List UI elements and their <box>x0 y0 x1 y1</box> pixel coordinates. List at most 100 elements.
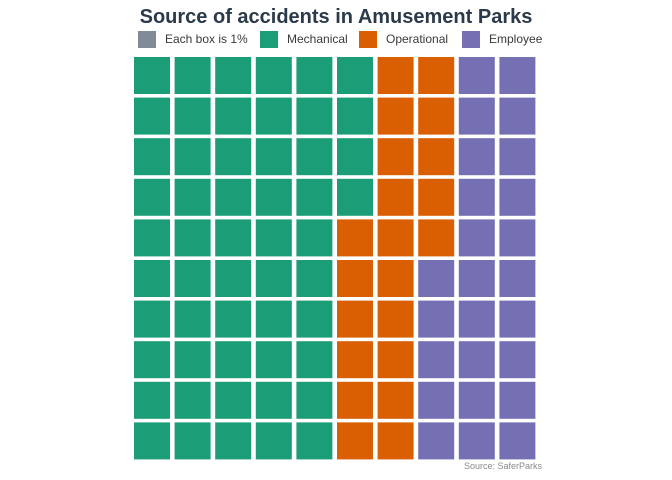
waffle-box-employee <box>418 300 455 338</box>
waffle-box-mechanical <box>255 381 292 419</box>
waffle-box-mechanical <box>255 422 292 460</box>
waffle-box-operational <box>377 219 414 257</box>
waffle-box-operational <box>418 219 455 257</box>
waffle-box-employee <box>499 57 536 94</box>
legend-swatch-unit <box>138 30 156 48</box>
legend-swatch-mechanical <box>260 30 278 48</box>
waffle-box-employee <box>499 300 536 338</box>
waffle-box-mechanical <box>296 381 333 419</box>
waffle-box-employee <box>418 260 455 297</box>
waffle-box-mechanical <box>134 341 170 379</box>
legend-item-employee: Employee <box>462 30 542 48</box>
waffle-box-operational <box>337 260 373 297</box>
waffle-box-employee <box>458 300 495 338</box>
waffle-box-mechanical <box>296 57 333 94</box>
waffle-box-mechanical <box>215 341 252 379</box>
waffle-box-operational <box>418 97 455 135</box>
waffle-box-mechanical <box>296 178 333 216</box>
waffle-box-employee <box>458 219 495 257</box>
legend-label-employee: Employee <box>489 32 543 46</box>
waffle-box-operational <box>377 178 414 216</box>
waffle-box-employee <box>458 97 495 135</box>
legend-swatch-employee <box>462 30 480 48</box>
waffle-box-operational <box>337 381 373 419</box>
waffle-box-mechanical <box>215 422 252 460</box>
waffle-box-employee <box>499 422 536 460</box>
waffle-box-mechanical <box>296 219 333 257</box>
waffle-box-mechanical <box>255 97 292 135</box>
waffle-box-employee <box>458 422 495 460</box>
waffle-box-mechanical <box>255 219 292 257</box>
waffle-box-mechanical <box>215 381 252 419</box>
waffle-box-mechanical <box>174 422 211 460</box>
waffle-box-mechanical <box>337 138 373 176</box>
waffle-box-mechanical <box>134 260 170 297</box>
waffle-box-mechanical <box>134 422 170 460</box>
waffle-box-mechanical <box>296 300 333 338</box>
waffle-box-mechanical <box>296 422 333 460</box>
legend-label-mechanical: Mechanical <box>287 32 348 46</box>
waffle-box-mechanical <box>174 341 211 379</box>
waffle-box-mechanical <box>215 260 252 297</box>
waffle-box-employee <box>499 219 536 257</box>
waffle-box-mechanical <box>255 138 292 176</box>
waffle-box-mechanical <box>296 138 333 176</box>
waffle-box-operational <box>337 300 373 338</box>
waffle-box-employee <box>499 260 536 297</box>
legend-item-operational: Operational <box>359 30 448 48</box>
waffle-box-mechanical <box>174 381 211 419</box>
waffle-box-mechanical <box>134 57 170 94</box>
waffle-box-mechanical <box>134 97 170 135</box>
waffle-box-operational <box>337 422 373 460</box>
waffle-box-mechanical <box>174 219 211 257</box>
waffle-box-employee <box>458 341 495 379</box>
waffle-box-operational <box>377 260 414 297</box>
legend: Each box is 1% Mechanical Operational Em… <box>0 30 672 50</box>
waffle-box-employee <box>499 178 536 216</box>
waffle-box-operational <box>377 300 414 338</box>
waffle-box-employee <box>458 57 495 94</box>
waffle-box-mechanical <box>134 300 170 338</box>
waffle-box-mechanical <box>255 57 292 94</box>
waffle-box-employee <box>458 178 495 216</box>
waffle-box-mechanical <box>296 97 333 135</box>
source-note: Source: SaferParks <box>463 461 542 471</box>
waffle-box-operational <box>377 341 414 379</box>
waffle-box-mechanical <box>174 97 211 135</box>
waffle-box-mechanical <box>337 97 373 135</box>
legend-label-operational: Operational <box>386 32 449 46</box>
waffle-box-operational <box>418 138 455 176</box>
waffle-box-operational <box>337 341 373 379</box>
waffle-box-mechanical <box>215 178 252 216</box>
waffle-box-mechanical <box>255 178 292 216</box>
waffle-box-mechanical <box>174 57 211 94</box>
chart-title: Source of accidents in Amusement Parks <box>139 6 533 28</box>
waffle-box-mechanical <box>174 260 211 297</box>
waffle-box-employee <box>499 97 536 135</box>
waffle-box-mechanical <box>215 219 252 257</box>
waffle-box-mechanical <box>174 178 211 216</box>
waffle-box-employee <box>499 381 536 419</box>
waffle-box-employee <box>499 138 536 176</box>
waffle-box-mechanical <box>134 138 170 176</box>
waffle-box-operational <box>418 57 455 94</box>
legend-label-unit: Each box is 1% <box>165 32 248 46</box>
waffle-box-mechanical <box>215 57 252 94</box>
waffle-box-operational <box>377 97 414 135</box>
legend-swatch-operational <box>359 30 377 48</box>
waffle-box-mechanical <box>174 138 211 176</box>
waffle-box-mechanical <box>337 57 373 94</box>
waffle-box-mechanical <box>174 300 211 338</box>
waffle-box-mechanical <box>134 381 170 419</box>
waffle-box-mechanical <box>255 260 292 297</box>
waffle-box-mechanical <box>215 300 252 338</box>
waffle-box-mechanical <box>134 178 170 216</box>
waffle-box-operational <box>377 138 414 176</box>
legend-item-mechanical: Mechanical <box>260 30 348 48</box>
waffle-box-employee <box>418 341 455 379</box>
waffle-box-mechanical <box>215 138 252 176</box>
waffle-box-mechanical <box>134 219 170 257</box>
waffle-box-mechanical <box>255 341 292 379</box>
waffle-box-employee <box>418 422 455 460</box>
